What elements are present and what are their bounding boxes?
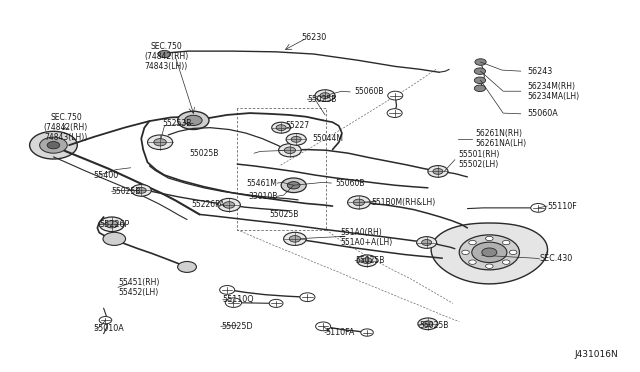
Text: 551B0M(RH&LH): 551B0M(RH&LH) [371,198,436,207]
Circle shape [47,141,60,149]
Circle shape [178,262,196,272]
Circle shape [281,178,306,193]
Circle shape [417,237,436,248]
Circle shape [99,217,124,231]
Circle shape [300,293,315,302]
Circle shape [223,202,235,208]
Circle shape [106,221,118,228]
Text: 55025B: 55025B [307,95,337,104]
Circle shape [387,109,402,118]
Circle shape [531,203,546,212]
Circle shape [482,248,497,257]
Circle shape [158,50,171,58]
Text: 55400: 55400 [93,171,118,180]
Circle shape [320,93,330,99]
Text: 55461M: 55461M [246,179,277,187]
Text: SEC.430: SEC.430 [540,254,573,263]
Circle shape [218,198,241,212]
Text: 55010A: 55010A [93,324,124,333]
Text: 55025D: 55025D [221,322,253,331]
Circle shape [29,131,77,159]
Text: 56234M(RH)
56234MA(LH): 56234M(RH) 56234MA(LH) [527,82,579,101]
Text: 55226PA: 55226PA [191,201,225,209]
Circle shape [225,298,242,307]
Circle shape [474,77,486,84]
Circle shape [291,137,301,142]
Text: 55044M: 55044M [312,134,344,143]
Text: SEC.750
(74842(RH)
74843(LH)): SEC.750 (74842(RH) 74843(LH)) [144,42,188,71]
Circle shape [136,187,147,193]
Text: 551A0(RH)
551A0+A(LH): 551A0(RH) 551A0+A(LH) [340,228,392,247]
Circle shape [131,185,151,196]
Text: 55025B: 55025B [112,187,141,196]
Text: 55060A: 55060A [527,109,557,118]
Text: 56230: 56230 [301,33,326,42]
Circle shape [357,255,377,267]
Circle shape [40,137,67,153]
Text: 5110FA: 5110FA [325,328,355,337]
Circle shape [418,318,438,330]
Text: 55226P: 55226P [99,220,129,229]
Circle shape [509,250,517,254]
Circle shape [361,329,373,336]
Text: 55060B: 55060B [335,179,365,187]
Circle shape [316,322,331,331]
Circle shape [103,232,125,246]
Circle shape [475,59,486,65]
Text: 55025B: 55025B [189,149,219,158]
Circle shape [468,240,476,245]
Circle shape [99,317,112,324]
Circle shape [289,235,301,242]
Text: 55110F: 55110F [547,202,577,211]
Text: SEC.750
(74842(RH)
74843(LH)): SEC.750 (74842(RH) 74843(LH)) [44,113,88,142]
Circle shape [460,235,520,270]
Circle shape [269,299,283,307]
Text: 55025B: 55025B [270,210,299,219]
Circle shape [148,135,173,150]
Circle shape [286,134,306,145]
Circle shape [461,250,469,254]
Polygon shape [431,223,548,284]
Circle shape [428,166,448,177]
Circle shape [178,111,209,129]
Text: 55253B: 55253B [162,119,191,128]
Text: 55110Q: 55110Q [223,295,255,304]
Circle shape [353,199,365,206]
Text: 55451(RH)
55452(LH): 55451(RH) 55452(LH) [118,278,159,297]
Circle shape [486,236,493,241]
Circle shape [278,144,301,157]
Circle shape [433,169,443,174]
Circle shape [184,115,202,125]
Text: 55060B: 55060B [355,87,384,96]
Circle shape [486,264,493,268]
Circle shape [348,196,370,209]
Circle shape [474,85,486,92]
Text: J431016N: J431016N [574,350,618,359]
Circle shape [472,242,507,263]
Text: 55501(RH)
55502(LH): 55501(RH) 55502(LH) [458,150,499,169]
Circle shape [220,286,235,294]
Circle shape [284,232,306,246]
Text: 56261N(RH)
56261NA(LH): 56261N(RH) 56261NA(LH) [476,129,527,148]
Text: 55025B: 55025B [419,321,449,330]
Circle shape [468,260,476,264]
Text: 55025B: 55025B [355,256,385,265]
Circle shape [287,182,300,189]
Circle shape [362,258,372,264]
Circle shape [154,139,166,146]
Text: 55227: 55227 [285,121,310,130]
Circle shape [502,240,510,245]
Circle shape [284,147,296,154]
Circle shape [315,90,335,102]
Circle shape [422,240,431,246]
Circle shape [474,68,486,74]
Circle shape [502,260,510,264]
Circle shape [423,321,433,327]
Circle shape [388,91,403,100]
Text: 56243: 56243 [527,67,552,76]
Circle shape [272,122,291,133]
Circle shape [276,125,286,131]
Text: 33010B: 33010B [248,192,277,201]
